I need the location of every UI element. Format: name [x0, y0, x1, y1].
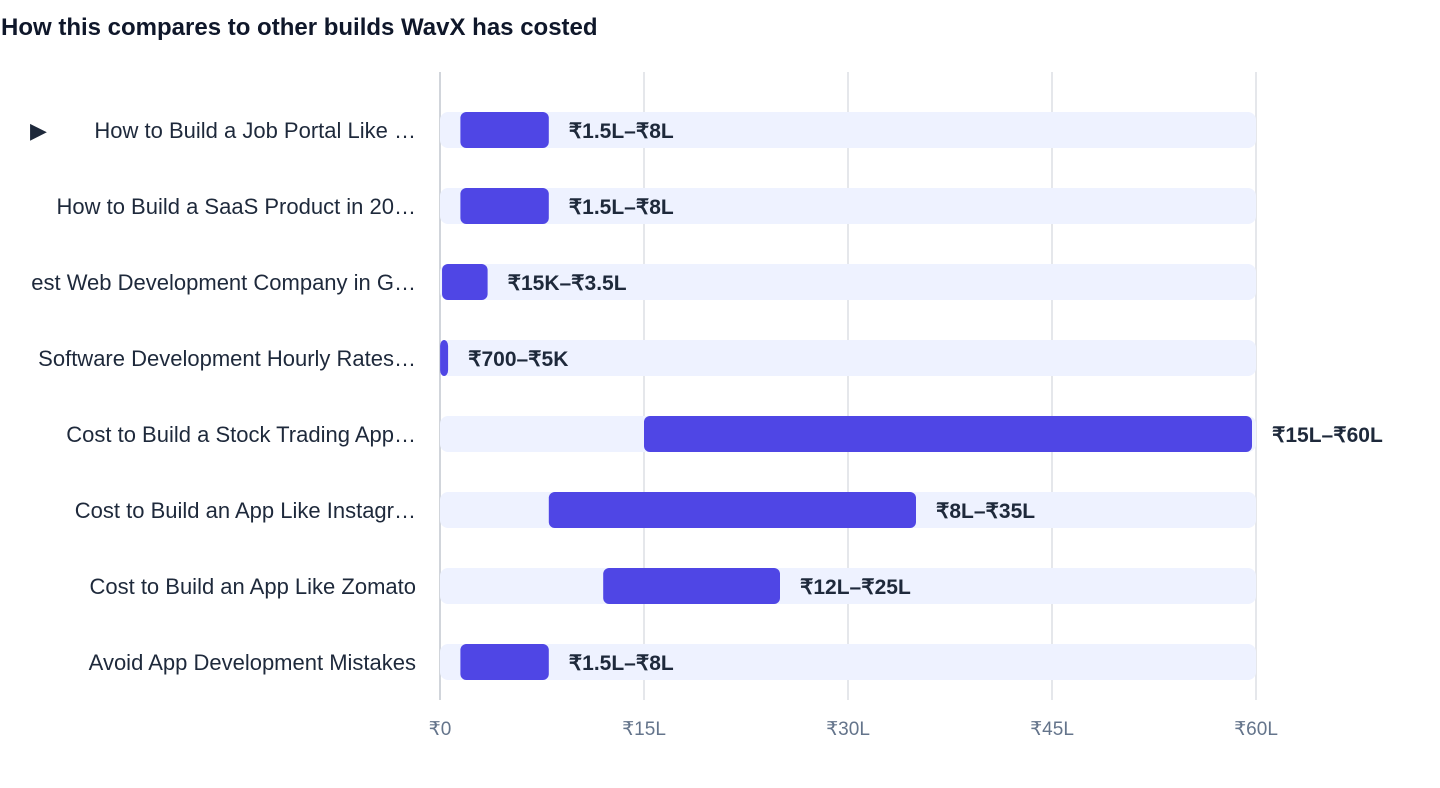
range-bar [460, 112, 549, 148]
range-bar [644, 416, 1252, 452]
range-bar [442, 264, 488, 300]
category-label: Cost to Build an App Like Instagr… [75, 498, 416, 523]
category-label: Avoid App Development Mistakes [89, 650, 416, 675]
range-value-label: ₹15L–₹60L [1272, 424, 1383, 447]
x-tick-label: ₹30L [826, 719, 870, 740]
category-label: Cost to Build an App Like Zomato [89, 574, 416, 599]
bar-track [440, 340, 1256, 376]
range-value-label: ₹1.5L–₹8L [569, 196, 674, 219]
chart-title: How this compares to other builds WavX h… [1, 14, 598, 41]
category-label: Cost to Build a Stock Trading App… [66, 422, 416, 447]
category-label: How to Build a SaaS Product in 20… [56, 194, 416, 219]
range-value-label: ₹1.5L–₹8L [569, 120, 674, 143]
range-bar [460, 188, 549, 224]
range-value-label: ₹1.5L–₹8L [569, 652, 674, 675]
gridlines [439, 72, 1257, 700]
range-bar [603, 568, 780, 604]
category-label: Software Development Hourly Rates… [38, 346, 416, 371]
range-value-label: ₹12L–₹25L [800, 576, 911, 599]
category-label: How to Build a Job Portal Like … [94, 118, 416, 143]
bar-track [440, 264, 1256, 300]
x-tick-label: ₹60L [1234, 719, 1278, 740]
range-bar [460, 644, 549, 680]
range-bar [548, 492, 916, 528]
bar-track [440, 112, 1256, 148]
current-item-marker-icon: ▶ [30, 118, 47, 143]
bars [440, 112, 1252, 680]
range-value-label: ₹700–₹5K [468, 348, 568, 371]
range-value-label: ₹15K–₹3.5L [508, 272, 627, 295]
labels: ₹0 ₹15L ₹30L ₹45L ₹60L How to Build a Job Por… [30, 118, 1383, 740]
x-tick-label: ₹15L [622, 719, 666, 740]
range-bar [440, 340, 449, 376]
bar-track [440, 644, 1256, 680]
x-tick-label: ₹0 [429, 719, 452, 740]
category-label: est Web Development Company in G… [31, 270, 416, 295]
x-tick-label: ₹45L [1030, 719, 1074, 740]
range-value-label: ₹8L–₹35L [936, 500, 1035, 523]
bar-track [440, 188, 1256, 224]
